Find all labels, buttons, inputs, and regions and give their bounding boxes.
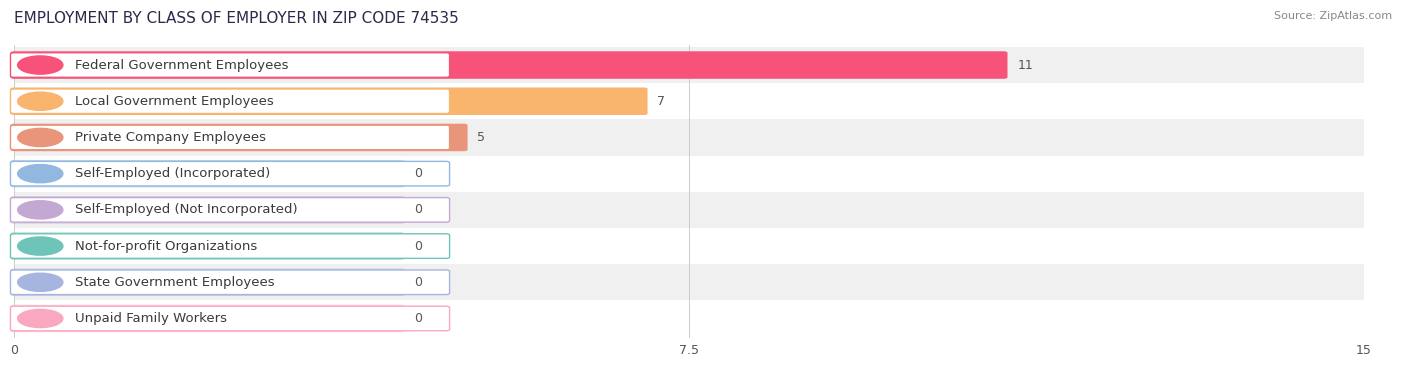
FancyBboxPatch shape	[10, 232, 405, 260]
Text: Federal Government Employees: Federal Government Employees	[76, 59, 290, 71]
FancyBboxPatch shape	[10, 197, 450, 222]
Text: 5: 5	[478, 131, 485, 144]
FancyBboxPatch shape	[10, 161, 450, 186]
Circle shape	[18, 309, 63, 327]
Circle shape	[18, 128, 63, 147]
Text: 7: 7	[658, 95, 665, 108]
Text: 0: 0	[415, 312, 422, 325]
Text: 0: 0	[415, 167, 422, 180]
FancyBboxPatch shape	[0, 228, 1406, 264]
FancyBboxPatch shape	[10, 305, 405, 332]
FancyBboxPatch shape	[0, 156, 1406, 192]
FancyBboxPatch shape	[10, 51, 1008, 79]
FancyBboxPatch shape	[10, 89, 450, 114]
Text: Source: ZipAtlas.com: Source: ZipAtlas.com	[1274, 11, 1392, 21]
FancyBboxPatch shape	[10, 306, 450, 331]
FancyBboxPatch shape	[0, 83, 1406, 119]
Text: Local Government Employees: Local Government Employees	[76, 95, 274, 108]
Text: 0: 0	[415, 240, 422, 253]
FancyBboxPatch shape	[10, 268, 405, 296]
Circle shape	[18, 165, 63, 183]
FancyBboxPatch shape	[10, 234, 450, 258]
FancyBboxPatch shape	[0, 192, 1406, 228]
Circle shape	[18, 237, 63, 255]
FancyBboxPatch shape	[10, 270, 450, 294]
FancyBboxPatch shape	[10, 124, 468, 151]
FancyBboxPatch shape	[10, 88, 648, 115]
FancyBboxPatch shape	[0, 119, 1406, 156]
Text: Self-Employed (Incorporated): Self-Employed (Incorporated)	[76, 167, 271, 180]
FancyBboxPatch shape	[10, 196, 405, 224]
Circle shape	[18, 92, 63, 110]
Text: 0: 0	[415, 203, 422, 216]
Text: Self-Employed (Not Incorporated): Self-Employed (Not Incorporated)	[76, 203, 298, 216]
FancyBboxPatch shape	[0, 47, 1406, 83]
Text: Unpaid Family Workers: Unpaid Family Workers	[76, 312, 228, 325]
Text: Private Company Employees: Private Company Employees	[76, 131, 267, 144]
Circle shape	[18, 201, 63, 219]
FancyBboxPatch shape	[0, 264, 1406, 300]
Text: 11: 11	[1018, 59, 1033, 71]
Text: EMPLOYMENT BY CLASS OF EMPLOYER IN ZIP CODE 74535: EMPLOYMENT BY CLASS OF EMPLOYER IN ZIP C…	[14, 11, 458, 26]
FancyBboxPatch shape	[10, 53, 450, 77]
Circle shape	[18, 56, 63, 74]
Text: State Government Employees: State Government Employees	[76, 276, 276, 289]
FancyBboxPatch shape	[10, 160, 405, 187]
FancyBboxPatch shape	[10, 125, 450, 150]
Text: Not-for-profit Organizations: Not-for-profit Organizations	[76, 240, 257, 253]
FancyBboxPatch shape	[0, 300, 1406, 337]
Circle shape	[18, 273, 63, 291]
Text: 0: 0	[415, 276, 422, 289]
